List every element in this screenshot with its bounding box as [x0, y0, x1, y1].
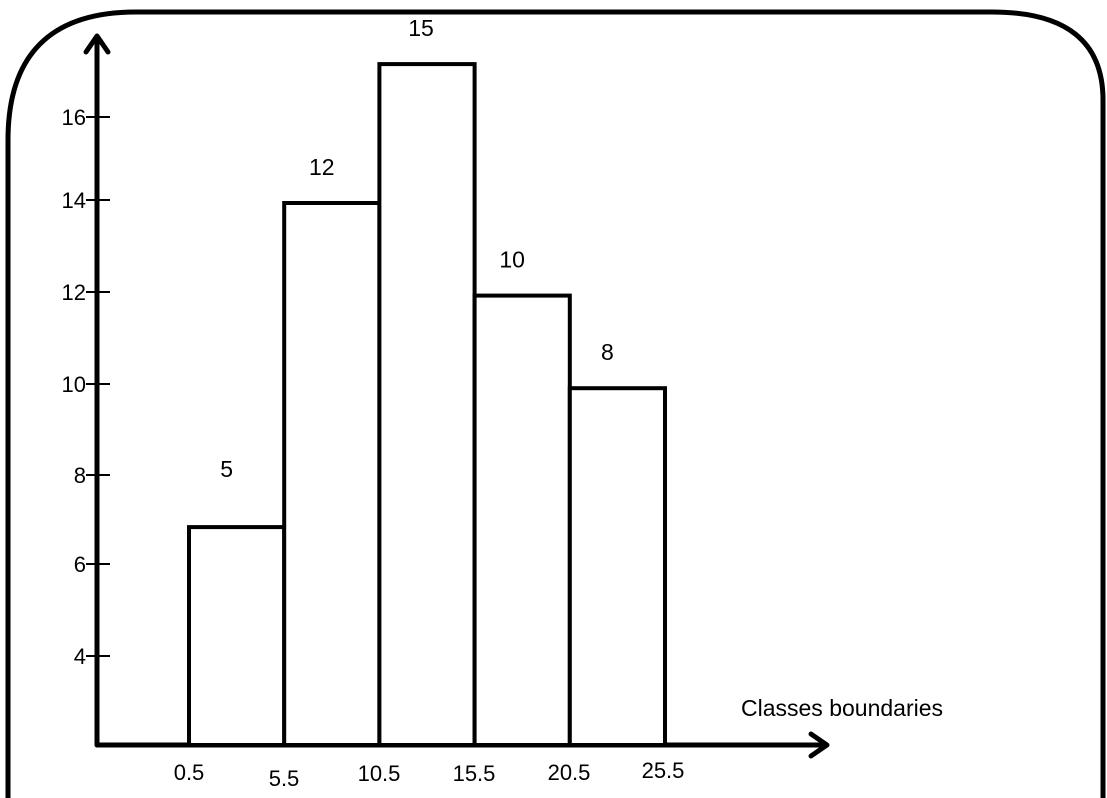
y-axis-arrowhead	[83, 33, 111, 55]
x-tick-label: 20.5	[548, 760, 591, 785]
y-tick-label: 16	[62, 105, 86, 130]
y-tick-label: 8	[74, 463, 86, 488]
bar-value-label: 15	[408, 15, 434, 41]
bar-value-label: 12	[309, 154, 335, 180]
x-axis-title: Classes boundaries	[741, 695, 943, 721]
x-tick-label: 10.5	[358, 761, 401, 786]
x-axis-arrowhead	[808, 731, 830, 759]
histogram-bar	[377, 62, 477, 748]
chart-frame	[5, 9, 1106, 798]
histogram-bar	[567, 386, 667, 747]
histogram-bar	[472, 293, 572, 747]
y-tick-label: 4	[74, 644, 86, 669]
x-tick-label: 25.5	[642, 758, 685, 783]
y-ticks-group: 4 6 8 10 12 16 14	[62, 105, 110, 669]
bar-value-label: 10	[499, 247, 525, 273]
bar-value-label: 5	[220, 456, 233, 482]
y-tick-label: 12	[62, 280, 86, 305]
bars-group: 5 12 15 10 8	[187, 15, 667, 748]
y-tick-label: 10	[62, 372, 86, 397]
bar-value-label: 8	[601, 339, 614, 365]
x-tick-label: 5.5	[269, 766, 300, 791]
y-tick-label: 6	[74, 552, 86, 577]
y-tick-label: 14	[62, 188, 86, 213]
histogram-bar	[282, 201, 382, 747]
histogram-bar	[187, 525, 287, 747]
x-tick-label: 15.5	[453, 761, 496, 786]
x-tick-labels-group: 0.5 5.5 10.5 15.5 20.5 25.5	[174, 758, 685, 791]
x-tick-label: 0.5	[174, 760, 205, 785]
